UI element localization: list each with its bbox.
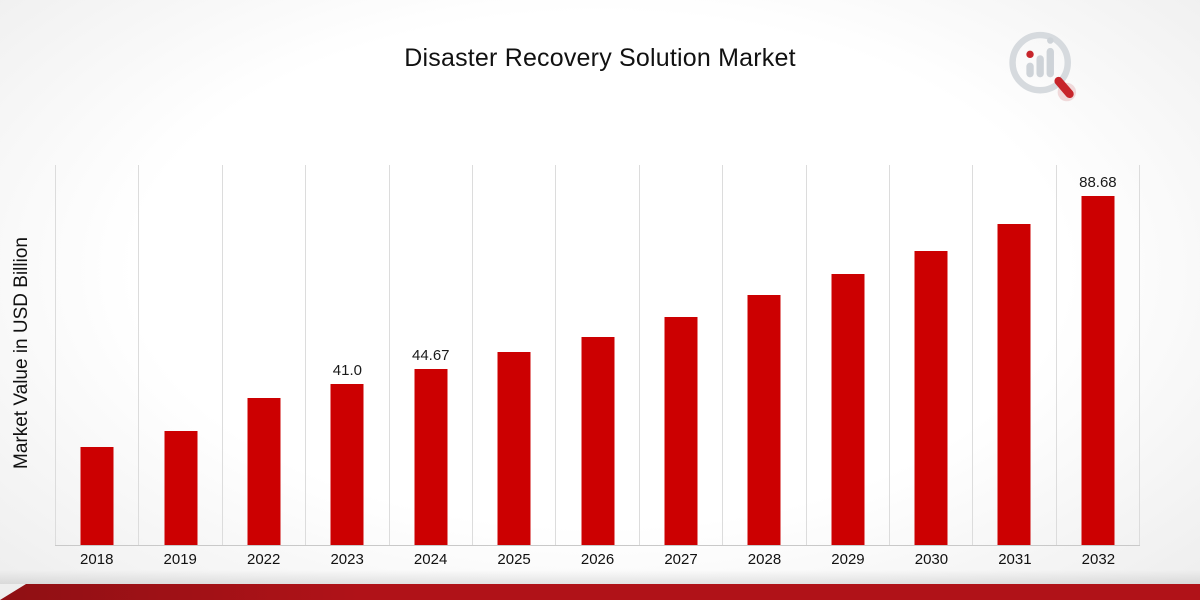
bar-cell-2032: 88.68	[1057, 165, 1141, 545]
plot-area bars-row: 41.0 44.67 88.68	[55, 165, 1141, 546]
bar-value-label-2032: 88.68	[1079, 173, 1117, 191]
brand-logo	[996, 24, 1088, 116]
bar-2029	[831, 274, 865, 545]
bar-2023: 41.0	[330, 362, 364, 545]
x-tick-2029: 2029	[831, 551, 865, 568]
footer-fade	[0, 570, 1200, 584]
y-axis-label-wrap: Market Value in USD Billion	[0, 160, 44, 545]
bar-cell-2022	[223, 165, 307, 545]
bar-cell-2029	[807, 165, 890, 545]
x-tick-2027: 2027	[664, 551, 698, 568]
x-tick-2031: 2031	[998, 551, 1032, 568]
bar-2032: 88.68	[1079, 174, 1117, 545]
x-tick-2028: 2028	[747, 551, 782, 568]
magnifier-bar-chart-icon	[1009, 31, 1077, 102]
x-tick-2025: 2025	[497, 551, 531, 568]
x-tick-2023: 2023	[330, 551, 364, 568]
x-tick-2022: 2022	[246, 551, 281, 568]
bar-value-label-2024: 44.67	[411, 347, 450, 365]
bar-cell-2026	[556, 165, 640, 545]
bar-2030	[914, 251, 948, 545]
bar-cell-2024: 44.67	[390, 165, 473, 545]
x-tick-2018: 2018	[80, 551, 114, 568]
x-axis-ticks: 2018 2019 2022 2023 2024 2025 2026 2027 2028 2029…	[55, 551, 1140, 568]
bar-cell-2019	[139, 165, 223, 545]
x-tick-2019: 2019	[163, 551, 197, 568]
x-tick-2026: 2026	[580, 551, 615, 568]
bar-cell-2030	[890, 165, 974, 545]
bar-2018	[80, 446, 114, 545]
bar-cell-2028	[723, 165, 807, 545]
bar-2022	[247, 398, 281, 545]
bar-2024: 44.67	[412, 347, 450, 545]
chart-title: Disaster Recovery Solution Market	[404, 44, 796, 72]
bar-cell-2018	[55, 165, 140, 545]
bar-2026	[581, 336, 615, 545]
bar-2028	[747, 295, 781, 545]
bar-2031	[997, 224, 1031, 545]
bar-cell-2031	[973, 165, 1057, 545]
bar-2019	[164, 431, 198, 545]
bar-cell-2027	[640, 165, 724, 545]
x-tick-2032: 2032	[1081, 551, 1116, 568]
bar-value-label-2023: 41.0	[332, 361, 362, 379]
bar-cell-2025	[473, 165, 557, 545]
bar-cell-2023: 41.0	[306, 165, 390, 545]
bar-2027	[664, 317, 698, 545]
x-tick-2024: 2024	[413, 551, 448, 568]
y-axis-label: Market Value in USD Billion	[11, 236, 32, 469]
footer-red-stripe	[0, 584, 1200, 600]
bar-2025	[497, 352, 531, 545]
x-tick-2030: 2030	[914, 551, 949, 568]
